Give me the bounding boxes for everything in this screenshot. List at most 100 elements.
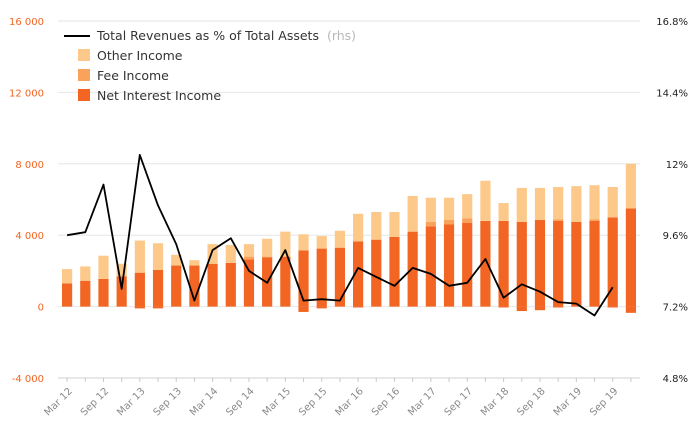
bar-other-income — [171, 254, 182, 266]
bar-other-income — [262, 238, 273, 257]
bar-fee-income — [553, 219, 564, 221]
bar-fee-income — [243, 256, 255, 260]
bar-other-income — [425, 197, 436, 222]
line-total-revenues-pct-assets — [66, 153, 614, 317]
bar-other-income — [80, 266, 91, 281]
bar-net-interest-income — [516, 221, 527, 307]
y-tick-left: 12 000 — [9, 88, 44, 99]
x-tick-label: Mar 15 — [261, 386, 293, 418]
bar-net-interest-income — [534, 220, 546, 307]
bar-net-interest-income — [116, 276, 127, 307]
bar-net-interest-income — [225, 262, 236, 307]
x-tick-label: Sep 13 — [152, 386, 184, 418]
bar-other-income — [316, 236, 327, 249]
bar-other-income — [207, 244, 218, 264]
y-tick-right: 14.4% — [656, 88, 688, 99]
y-tick-left: 4 000 — [15, 231, 44, 242]
x-tick-label: Mar 12 — [42, 386, 74, 418]
bar-other-income — [589, 185, 600, 220]
bar-fee-income — [425, 221, 436, 227]
legend-label-line: Total Revenues as % of Total Assets (rhs… — [96, 28, 356, 43]
bar-other-income — [243, 244, 255, 257]
y-tick-right: 4.8% — [663, 374, 688, 385]
legend-label-net-interest-income: Net Interest Income — [97, 88, 221, 103]
x-tick-label: Sep 19 — [588, 386, 620, 418]
y-tick-right: 7.2% — [663, 303, 688, 314]
bar-other-income — [462, 194, 473, 219]
bar-net-interest-income — [334, 247, 345, 307]
bar-other-income — [571, 186, 582, 222]
bar-net-interest-income — [316, 248, 327, 307]
bar-other-income — [334, 230, 345, 248]
legend: Total Revenues as % of Total Assets (rhs… — [64, 28, 356, 103]
bar-negative-components — [298, 306, 309, 312]
bar-negative-components — [316, 306, 327, 309]
bar-net-interest-income — [607, 217, 618, 307]
bar-other-income — [225, 245, 236, 263]
x-tick-label: Sep 12 — [79, 386, 111, 418]
bar-net-interest-income — [498, 220, 509, 307]
y-tick-left: 0 — [38, 303, 44, 314]
x-tick-label: Sep 18 — [515, 386, 547, 418]
bar-net-interest-income — [625, 208, 636, 307]
bar-negative-components — [607, 306, 618, 308]
bar-negative-components — [553, 306, 564, 308]
bar-negative-components — [152, 306, 164, 309]
x-tick-label: Mar 13 — [115, 386, 147, 418]
bar-series — [62, 163, 636, 313]
bar-other-income — [98, 255, 109, 279]
bar-other-income — [189, 260, 200, 266]
bar-other-income — [116, 263, 127, 277]
bar-other-income — [389, 211, 400, 237]
bar-other-income — [62, 269, 73, 284]
legend-swatch-net-interest-income — [78, 89, 90, 101]
bar-other-income — [625, 163, 636, 209]
x-tick-label: Sep 16 — [370, 386, 402, 418]
bar-negative-components — [534, 306, 546, 311]
bar-fee-income — [262, 256, 273, 258]
bar-net-interest-income — [298, 250, 309, 307]
bar-net-interest-income — [443, 224, 455, 307]
bar-negative-components — [498, 306, 509, 308]
legend-swatch-fee-income — [78, 69, 90, 81]
bar-net-interest-income — [80, 280, 91, 307]
x-tick-label: Sep 14 — [224, 386, 256, 418]
bar-negative-components — [134, 306, 145, 309]
legend-swatch-other-income — [78, 49, 90, 61]
bar-other-income — [607, 187, 618, 218]
bar-other-income — [498, 203, 509, 221]
bar-other-income — [280, 231, 291, 257]
bar-fee-income — [443, 220, 455, 225]
bar-other-income — [480, 180, 491, 221]
x-tick-label: Mar 17 — [406, 386, 438, 418]
x-tick-label: Mar 14 — [188, 386, 220, 418]
x-tick-label: Sep 17 — [443, 386, 475, 418]
y-tick-right: 16.8% — [656, 17, 688, 28]
bar-net-interest-income — [152, 270, 164, 307]
bar-net-interest-income — [462, 222, 473, 307]
bar-net-interest-income — [353, 241, 364, 307]
bar-fee-income — [462, 218, 473, 223]
x-tick-label: Mar 18 — [479, 386, 511, 418]
bar-net-interest-income — [134, 272, 145, 307]
bar-other-income — [407, 195, 418, 232]
bar-other-income — [152, 243, 164, 271]
bar-other-income — [516, 187, 527, 222]
bar-other-income — [553, 187, 564, 220]
x-tick-label: Sep 15 — [297, 386, 329, 418]
x-tick-label: Mar 19 — [552, 386, 584, 418]
bar-other-income — [134, 240, 145, 273]
line-series — [66, 153, 614, 317]
bar-net-interest-income — [98, 278, 109, 307]
bar-negative-components — [625, 306, 636, 313]
bar-net-interest-income — [389, 236, 400, 307]
y-tick-left: -4 000 — [12, 374, 44, 385]
x-tick-label: Mar 16 — [333, 386, 365, 418]
bar-net-interest-income — [371, 239, 382, 307]
bar-net-interest-income — [589, 220, 600, 307]
bar-net-interest-income — [480, 220, 491, 307]
bar-net-interest-income — [425, 226, 436, 307]
bar-other-income — [371, 211, 382, 240]
bar-other-income — [298, 234, 309, 251]
